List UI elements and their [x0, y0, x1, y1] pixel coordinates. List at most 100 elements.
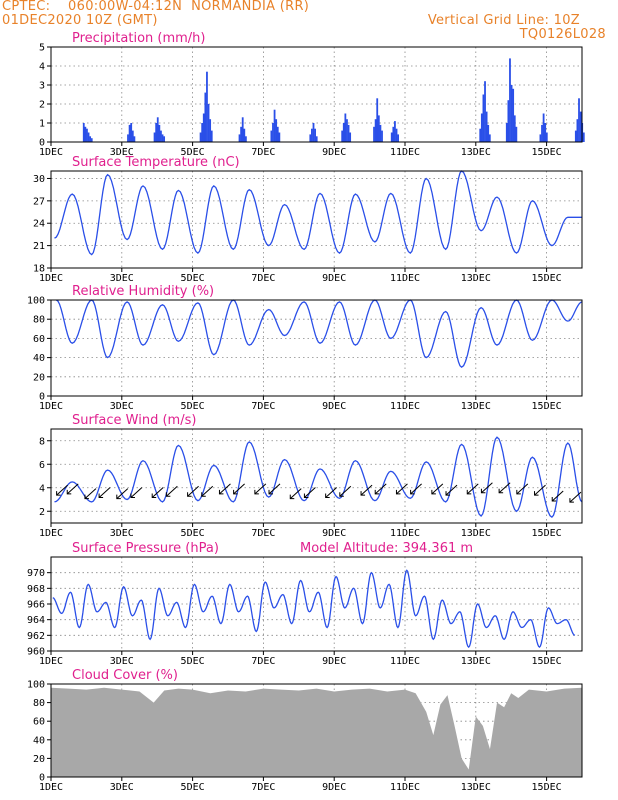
- precip-bar: [544, 123, 547, 142]
- x-tick-label: 13DEC: [461, 528, 491, 539]
- wind-arrow: [130, 487, 143, 498]
- precip-bar: [346, 119, 348, 142]
- wind-arrow-head: [116, 494, 121, 500]
- wind-arrow-head: [268, 489, 274, 495]
- y-tick-label: 6: [39, 460, 45, 471]
- wind-arrow-head: [516, 489, 521, 495]
- header-line-1: CPTEC: 060:00W-04:12N NORMANDIA (RR): [2, 0, 310, 14]
- precip-bar: [482, 94, 485, 142]
- x-tick-label: 5DEC: [181, 401, 205, 412]
- wind-arrow-head: [480, 488, 486, 494]
- panel-6: [47, 683, 583, 781]
- wind-arrow-head: [445, 491, 451, 496]
- precip-bar: [312, 123, 315, 142]
- wind-arrow: [66, 483, 79, 495]
- precip-bar: [158, 124, 161, 142]
- panel-1: [47, 46, 585, 146]
- header-datetime: 01DEC2020 10Z (GMT): [2, 13, 158, 28]
- precip-bar: [342, 123, 345, 142]
- precip-bar: [505, 123, 508, 142]
- x-tick-label: 1DEC: [39, 656, 63, 667]
- wind-arrow-head: [151, 493, 157, 498]
- wind-arrow: [569, 491, 582, 503]
- wind-arrow: [410, 483, 422, 495]
- wind-arrow: [360, 484, 373, 496]
- panel-title: Surface Wind (m/s): [72, 413, 196, 428]
- wind-arrow-head: [303, 493, 309, 498]
- x-tick-label: 5DEC: [181, 273, 205, 284]
- precip-bar: [507, 100, 510, 142]
- y-tick-label: 20: [33, 754, 45, 765]
- precip-bar: [485, 111, 488, 142]
- wind-arrow-head: [569, 498, 574, 503]
- precip-bar: [156, 117, 159, 142]
- y-tick-label: 40: [33, 735, 45, 746]
- precip-bar: [209, 119, 212, 142]
- panel-frame: [50, 299, 583, 397]
- wind-arrow: [151, 487, 164, 498]
- precip-bar: [373, 126, 375, 142]
- wind-arrow: [481, 482, 493, 494]
- precip-bar: [579, 111, 582, 142]
- precip-bar: [480, 113, 483, 142]
- panel-title: Cloud Cover (%): [72, 668, 178, 683]
- y-tick-label: 27: [33, 196, 45, 207]
- precip-bar: [202, 113, 205, 142]
- precip-bar: [210, 130, 213, 142]
- x-tick-label: 5DEC: [181, 528, 205, 539]
- precip-bar: [163, 136, 166, 142]
- x-tick-label: 1DEC: [39, 273, 63, 284]
- wind-arrow: [396, 483, 408, 495]
- y-tick-label: 3: [39, 81, 45, 92]
- precip-bar: [240, 126, 243, 142]
- panel-title: Precipitation (mm/h): [72, 31, 205, 46]
- wind-arrow-head: [395, 489, 401, 495]
- wind-arrow: [56, 484, 68, 496]
- wind-arrow-head: [431, 489, 436, 495]
- wind-arrow-head: [66, 489, 72, 495]
- precip-bar: [90, 138, 93, 142]
- y-tick-label: 962: [27, 631, 45, 642]
- precip-bar: [582, 132, 585, 142]
- precip-bar: [244, 136, 247, 142]
- wind-arrow: [304, 487, 316, 498]
- y-tick-label: 2: [39, 507, 45, 518]
- series-line: [55, 299, 583, 369]
- precip-bar: [270, 130, 273, 142]
- precip-bar: [201, 123, 204, 142]
- precip-bar: [273, 109, 276, 142]
- precip-bar: [243, 128, 246, 142]
- wind-arrow: [84, 488, 97, 499]
- wind-arrow: [268, 483, 281, 495]
- wind-arrow-head: [56, 491, 61, 496]
- x-tick-label: 13DEC: [461, 401, 491, 412]
- precip-bar: [349, 132, 352, 142]
- wind-arrow-head: [201, 492, 206, 497]
- wind-arrow: [219, 483, 231, 495]
- precip-bar: [275, 119, 278, 142]
- precip-bar: [574, 130, 577, 142]
- precip-bar: [272, 123, 274, 142]
- wind-arrow: [233, 483, 245, 495]
- x-tick-label: 5DEC: [181, 147, 205, 158]
- x-tick-label: 15DEC: [532, 273, 562, 284]
- precip-bar: [160, 130, 162, 142]
- x-tick-label: 1DEC: [39, 147, 63, 158]
- precip-bar: [238, 134, 241, 142]
- precip-bar: [315, 136, 318, 142]
- precip-bar: [509, 58, 511, 142]
- wind-arrow: [325, 487, 337, 498]
- precip-bar: [89, 136, 92, 142]
- x-tick-label: 1DEC: [39, 401, 63, 412]
- wind-arrow-head: [98, 493, 104, 498]
- x-tick-label: 3DEC: [110, 528, 134, 539]
- precip-bar: [510, 85, 513, 142]
- y-tick-label: 0: [39, 773, 45, 784]
- y-tick-label: 0: [39, 392, 45, 403]
- precip-bar: [390, 132, 393, 142]
- x-tick-label: 11DEC: [390, 147, 420, 158]
- y-tick-label: 30: [33, 174, 45, 185]
- precip-bar: [131, 130, 134, 142]
- y-tick-label: 2: [39, 100, 45, 111]
- precip-bar: [311, 128, 313, 142]
